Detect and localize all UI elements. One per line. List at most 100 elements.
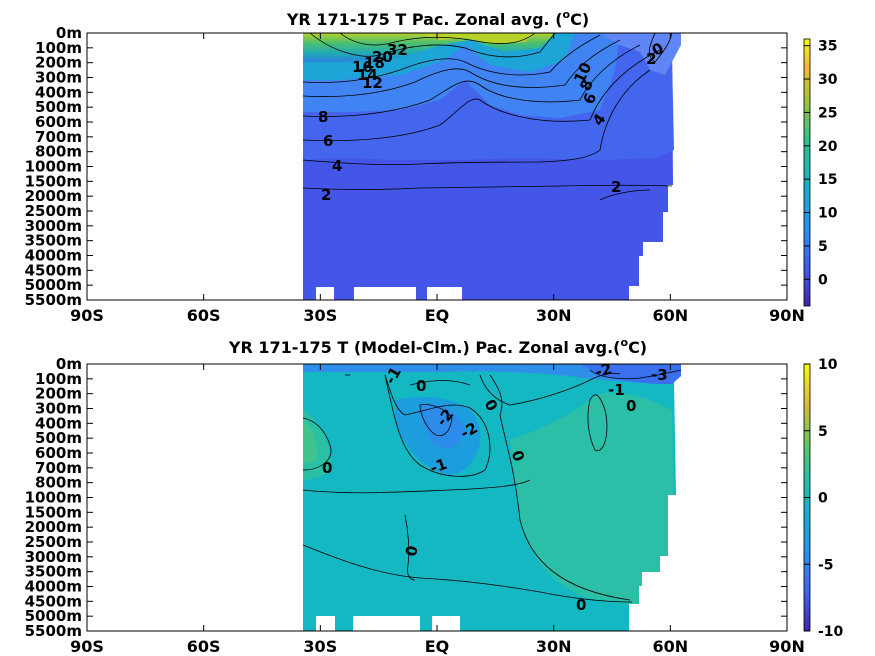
x-tick-label: EQ bbox=[425, 637, 450, 656]
y-tick-label: 4500m bbox=[25, 261, 82, 279]
contour-label: 0 bbox=[416, 377, 426, 395]
contour-label: 0 bbox=[576, 596, 586, 614]
colorbar-tick-label: 35 bbox=[818, 39, 837, 55]
y-tick-label: 5500m bbox=[25, 622, 82, 640]
contour-label: 0 bbox=[402, 544, 422, 557]
panel1-field bbox=[303, 33, 681, 300]
colorbar-tick-label: 5 bbox=[818, 239, 828, 255]
contour-label: 2 bbox=[321, 186, 331, 204]
panel2-axes: 90S 60S 30S EQ 30N 60N 90N0m100m200m300m400m50… bbox=[25, 355, 805, 656]
y-tick-label: 400m bbox=[35, 83, 82, 101]
contour-label: 32 bbox=[387, 41, 408, 59]
contour-label: 18 bbox=[364, 54, 385, 72]
x-tick-label: 60S bbox=[187, 637, 221, 656]
colorbar-tick-label: 10 bbox=[818, 357, 838, 373]
contour-label: 2 bbox=[646, 50, 656, 68]
x-tick-label: EQ bbox=[425, 306, 450, 325]
panel1-contours bbox=[302, 32, 673, 201]
colorbar-tick-label: 10 bbox=[818, 206, 838, 222]
y-tick-label: 1500m bbox=[25, 503, 82, 521]
y-tick-label: 200m bbox=[35, 54, 82, 72]
contour-label: 2 bbox=[611, 178, 621, 196]
colorbar-tick-label: 25 bbox=[818, 105, 837, 121]
y-tick-label: 2500m bbox=[25, 202, 82, 220]
contour-label: 12 bbox=[362, 74, 383, 92]
y-tick-label: 0m bbox=[56, 24, 82, 42]
y-tick-label: 300m bbox=[35, 400, 82, 418]
contour-label: 0 bbox=[322, 459, 332, 477]
y-tick-label: 400m bbox=[35, 414, 82, 432]
y-tick-label: 5000m bbox=[25, 276, 82, 294]
x-tick-label: 90S bbox=[70, 637, 104, 656]
temperature-panel: YR 171-175 T Pac. Zonal avg. (oC) bbox=[25, 8, 838, 325]
x-tick-label: 60N bbox=[653, 637, 689, 656]
y-tick-label: 3500m bbox=[25, 563, 82, 581]
y-tick-label: 500m bbox=[35, 98, 82, 116]
contour-label: 6 bbox=[323, 132, 333, 150]
y-tick-label: 1000m bbox=[25, 158, 82, 176]
colorbar-tick-label: 0 bbox=[818, 491, 828, 507]
y-tick-label: 0m bbox=[56, 355, 82, 373]
colorbar-tick-label: 15 bbox=[818, 172, 837, 188]
panel2-colorbar-ticks: 10 5 0 -5 -10 bbox=[804, 357, 844, 640]
contour-label: -1 bbox=[428, 455, 450, 478]
y-tick-label: 2000m bbox=[25, 187, 82, 205]
y-tick-label: 600m bbox=[35, 444, 82, 462]
contour-label: -1 bbox=[608, 381, 625, 399]
y-tick-label: 700m bbox=[35, 459, 82, 477]
anomaly-panel: YR 171-175 T (Model-Clm.) Pac. Zonal avg… bbox=[25, 336, 844, 656]
colorbar-tick-label: -5 bbox=[818, 557, 834, 573]
x-tick-label: 60S bbox=[187, 306, 221, 325]
x-tick-label: 30N bbox=[536, 306, 572, 325]
y-tick-label: 300m bbox=[35, 69, 82, 87]
y-tick-label: 800m bbox=[35, 474, 82, 492]
y-tick-label: 2000m bbox=[25, 518, 82, 536]
y-tick-label: 4500m bbox=[25, 592, 82, 610]
panel1-axes: 90S 60S 30S EQ 30N 60N 90N0m100m200m300m400m50… bbox=[25, 24, 805, 325]
x-tick-label: 30S bbox=[303, 306, 337, 325]
colorbar-tick-label: 20 bbox=[818, 139, 838, 155]
contour-label: 16 bbox=[352, 58, 373, 76]
x-tick-label: 60N bbox=[653, 306, 689, 325]
x-tick-label: 90N bbox=[769, 637, 805, 656]
colorbar-tick-label: -10 bbox=[818, 624, 844, 640]
x-tick-label: 90S bbox=[70, 306, 104, 325]
panel2-title: YR 171-175 T (Model-Clm.) Pac. Zonal avg… bbox=[228, 336, 647, 357]
y-tick-label: 3500m bbox=[25, 232, 82, 250]
x-tick-label: 30N bbox=[536, 637, 572, 656]
contour-label: 20 bbox=[372, 48, 393, 66]
panel2-field bbox=[303, 364, 681, 631]
y-tick-label: 100m bbox=[35, 39, 82, 57]
y-tick-label: 4000m bbox=[25, 578, 82, 596]
y-tick-label: 4000m bbox=[25, 247, 82, 265]
colorbar-tick-label: 30 bbox=[818, 72, 838, 88]
y-tick-label: 3000m bbox=[25, 548, 82, 566]
contour-label: -2 bbox=[593, 360, 614, 382]
y-tick-label: 5000m bbox=[25, 607, 82, 625]
contour-label: -3 bbox=[651, 366, 668, 384]
y-tick-label: 1500m bbox=[25, 172, 82, 190]
y-tick-label: 2500m bbox=[25, 533, 82, 551]
contour-label: -1 bbox=[381, 364, 405, 387]
contour-label: 2 bbox=[480, 61, 481, 63]
colorbar-tick-label: 5 bbox=[818, 424, 828, 440]
contour-label: 14 bbox=[357, 66, 378, 84]
y-tick-label: 3000m bbox=[25, 217, 82, 235]
x-tick-label: 90N bbox=[769, 306, 805, 325]
panel1-title: YR 171-175 T Pac. Zonal avg. (oC) bbox=[286, 8, 589, 29]
x-tick-label: 30S bbox=[303, 637, 337, 656]
panel1-colorbar bbox=[803, 38, 811, 307]
y-tick-label: 500m bbox=[35, 429, 82, 447]
contour-label: 8 bbox=[318, 108, 328, 126]
y-tick-label: 200m bbox=[35, 385, 82, 403]
y-tick-label: 100m bbox=[35, 370, 82, 388]
panel2-contours bbox=[302, 369, 682, 603]
contour-label: 4 bbox=[332, 157, 342, 175]
contour-label: -2 bbox=[457, 419, 480, 443]
y-tick-label: 5500m bbox=[25, 291, 82, 309]
y-tick-label: 600m bbox=[35, 113, 82, 131]
y-tick-label: 800m bbox=[35, 143, 82, 161]
contour-label: 0 bbox=[626, 397, 636, 415]
y-tick-label: 700m bbox=[35, 128, 82, 146]
